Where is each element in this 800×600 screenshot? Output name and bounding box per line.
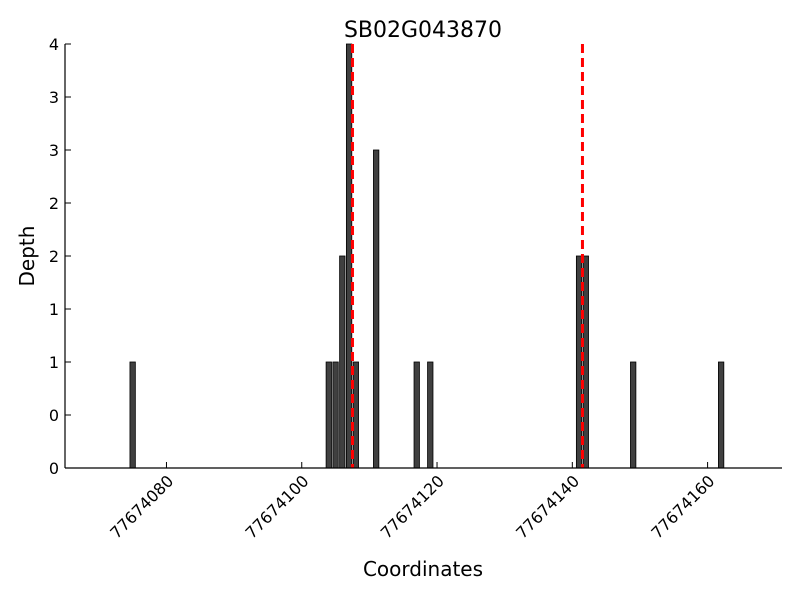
y-tick-label-8: 4 — [49, 35, 59, 54]
y-tick-label-2: 1 — [49, 353, 59, 372]
depth-bar-6 — [373, 149, 380, 469]
y-ticks-group: 0 0 1 1 2 2 3 3 4 — [49, 35, 71, 478]
y-tick-label-3: 1 — [49, 300, 59, 319]
depth-bar-3 — [339, 255, 346, 469]
x-axis-title: Coordinates — [363, 557, 483, 581]
y-tick-label-0: 0 — [49, 459, 59, 478]
y-tick-label-5: 2 — [49, 194, 59, 213]
depth-bar-12 — [718, 361, 725, 469]
x-tick-label-3: 77674140 — [512, 471, 583, 542]
y-tick-label-6: 3 — [49, 141, 59, 160]
bars-group — [129, 43, 725, 469]
depth-bar-1 — [325, 361, 332, 469]
depth-bar-0 — [129, 361, 136, 469]
depth-bar-7 — [413, 361, 420, 469]
x-tick-label-1: 77674100 — [242, 471, 313, 542]
x-tick-label-0: 77674080 — [106, 471, 177, 542]
y-axis-title: Depth — [15, 226, 39, 287]
chart-title: SB02G043870 — [344, 18, 502, 43]
y-tick-label-4: 2 — [49, 247, 59, 266]
x-tick-label-4: 77674160 — [647, 471, 718, 542]
depth-bar-11 — [630, 361, 637, 469]
depth-bar-2 — [332, 361, 339, 469]
x-tick-label-2: 77674120 — [377, 471, 448, 542]
reference-lines-group — [350, 44, 584, 468]
depth-bar-8 — [427, 361, 434, 469]
x-ticks-group: 77674080 77674100 77674120 77674140 77674160 — [106, 462, 718, 542]
y-tick-label-1: 0 — [49, 406, 59, 425]
y-tick-label-7: 3 — [49, 88, 59, 107]
